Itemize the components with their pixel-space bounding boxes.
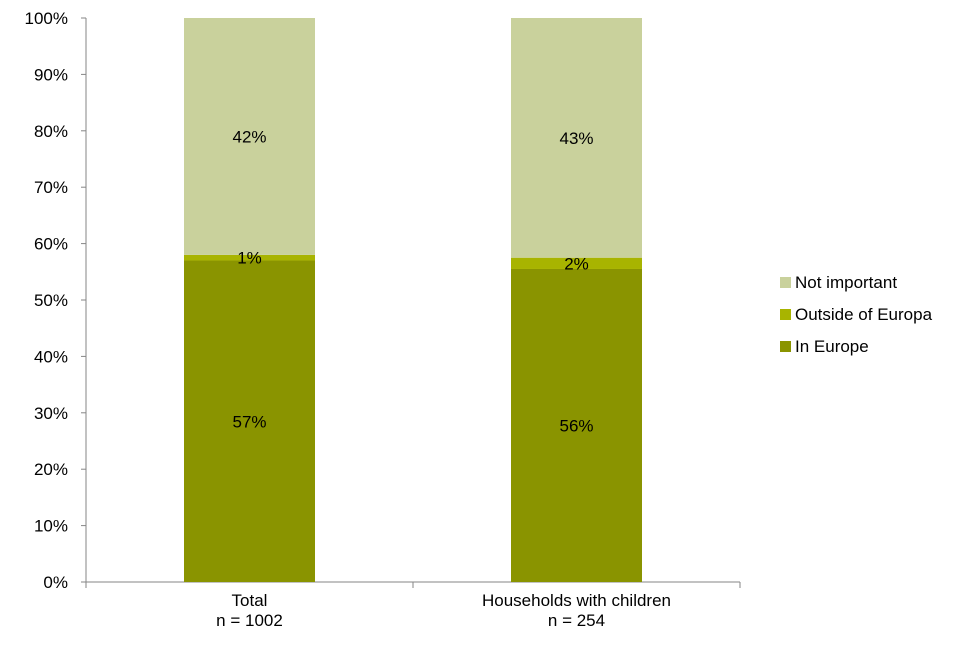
y-tick-label: 70% [34, 178, 68, 197]
bar-segment [511, 18, 642, 258]
legend-label: Outside of Europa [795, 305, 933, 324]
y-tick-label: 20% [34, 460, 68, 479]
y-tick-label: 50% [34, 291, 68, 310]
data-label: 2% [564, 254, 589, 273]
bar-segment [184, 18, 315, 255]
legend: Not important Outside of Europa In Europe [780, 273, 933, 356]
x-tick-label: n = 1002 [216, 611, 283, 630]
x-tick-label: n = 254 [548, 611, 605, 630]
y-tick-label: 60% [34, 235, 68, 254]
y-tick-label: 30% [34, 404, 68, 423]
legend-label: Not important [795, 273, 897, 292]
data-label: 43% [559, 129, 593, 148]
legend-swatch [780, 309, 791, 320]
y-tick-label: 40% [34, 347, 68, 366]
data-labels: 57% 1% 42% 56% 2% 43% [232, 127, 593, 435]
data-label: 42% [232, 127, 266, 146]
x-tick-label: Households with children [482, 591, 671, 610]
legend-label: In Europe [795, 337, 869, 356]
bar-segment [511, 257, 642, 269]
x-tick-label: Total [232, 591, 268, 610]
y-tick-label: 10% [34, 517, 68, 536]
data-label: 56% [559, 416, 593, 435]
y-tick-label: 0% [43, 573, 68, 592]
bar-segment [184, 260, 315, 582]
y-tick-label: 80% [34, 122, 68, 141]
data-label: 1% [237, 249, 262, 268]
bar-segment [184, 254, 315, 261]
y-tick-label: 90% [34, 65, 68, 84]
legend-swatch [780, 341, 791, 352]
y-tick-label: 100% [25, 9, 68, 28]
data-label: 57% [232, 412, 266, 431]
bar-segment [511, 268, 642, 582]
axes: 0%10%20%30%40%50%60%70%80%90%100%Totaln … [25, 9, 741, 630]
legend-swatch [780, 277, 791, 288]
bars [184, 18, 642, 582]
